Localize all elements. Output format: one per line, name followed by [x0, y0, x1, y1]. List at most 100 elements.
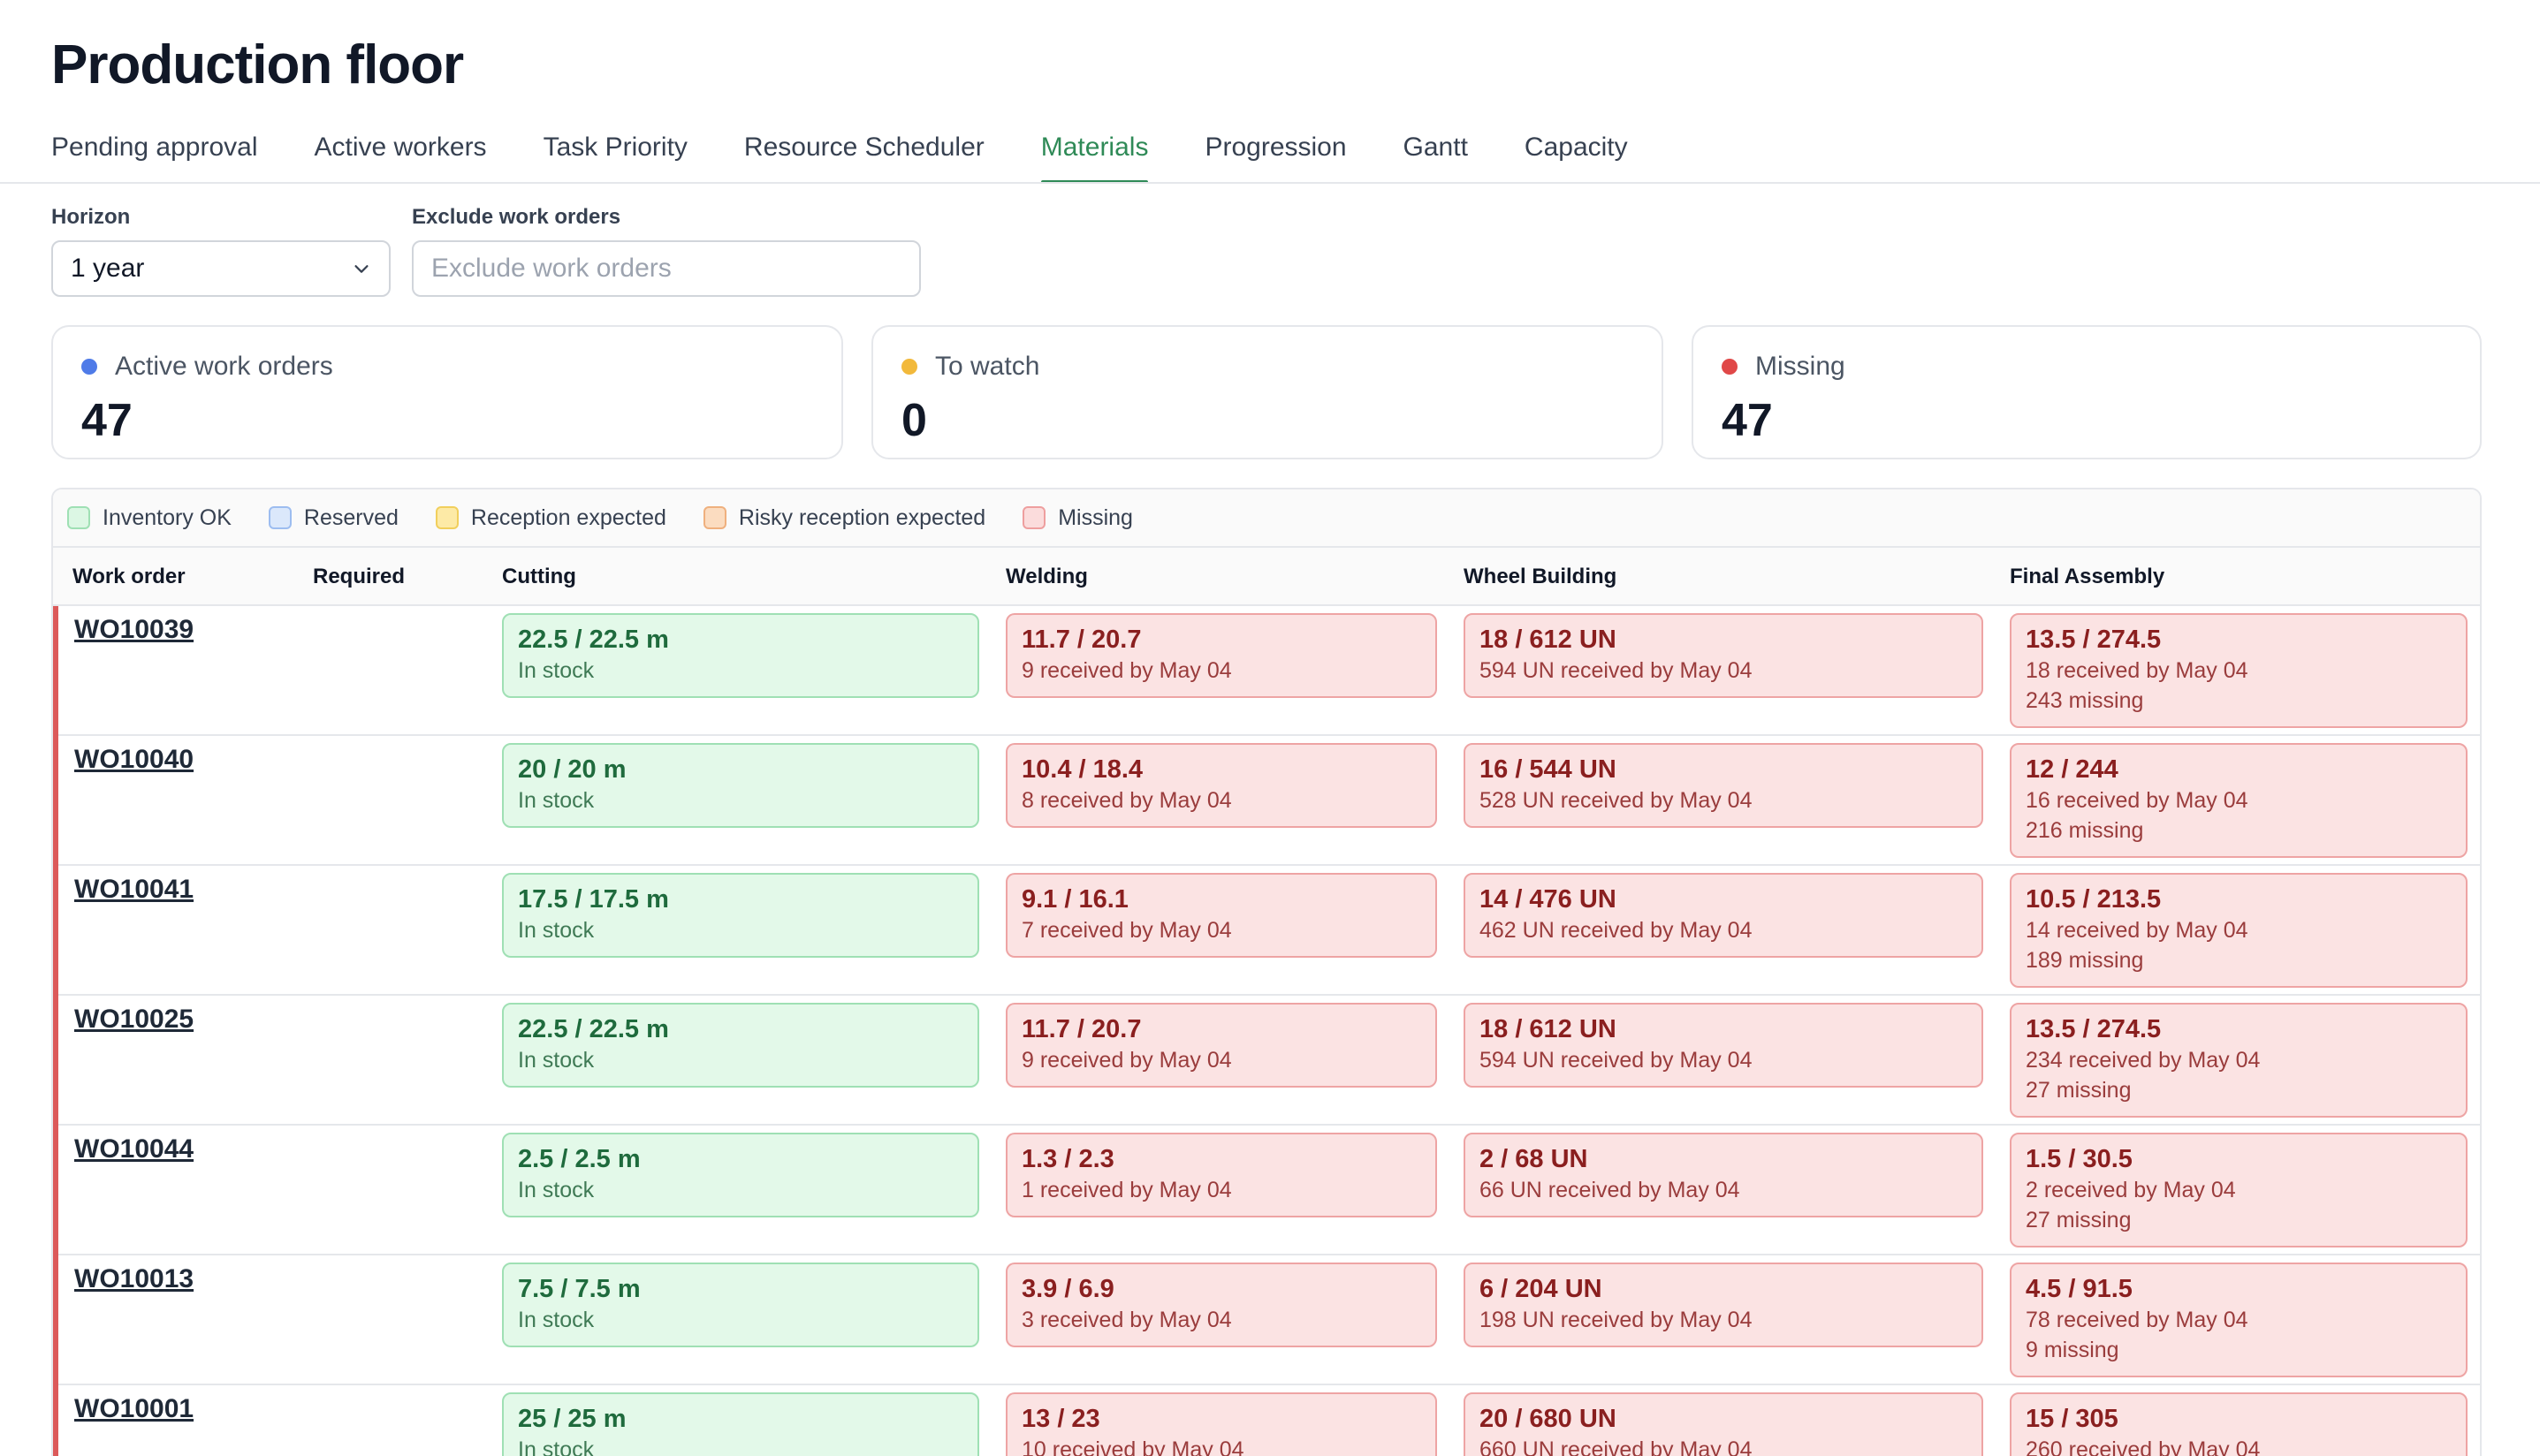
tab-bar-divider	[0, 182, 2540, 184]
stat-card-active-work-orders: Active work orders 47	[51, 325, 843, 459]
final-material-cell[interactable]: 13.5 / 274.5 18 received by May 04 243 mis…	[2010, 613, 2468, 728]
material-status-line: 14 received by May 04	[2026, 918, 2248, 943]
stat-header: Active work orders	[81, 352, 813, 382]
final-material-cell[interactable]: 15 / 305 260 received by May 04	[2010, 1392, 2468, 1456]
page-title: Production floor	[51, 34, 464, 95]
material-quantity: 11.7 / 20.7	[1022, 1015, 1142, 1043]
material-status-line: 234 received by May 04	[2026, 1048, 2261, 1073]
table-row: WO10039 22.5 / 22.5 m In stock 11.7 / 20.7 9…	[53, 606, 2480, 736]
work-order-link[interactable]: WO10039	[74, 615, 194, 644]
material-status-line: 198 UN received by May 04	[1479, 1308, 1753, 1332]
material-quantity: 1.3 / 2.3	[1022, 1145, 1114, 1173]
legend-swatch	[435, 506, 459, 529]
material-quantity: 14 / 476 UN	[1479, 885, 1616, 914]
welding-material-cell[interactable]: 11.7 / 20.7 9 received by May 04	[1006, 1003, 1437, 1088]
material-status-line: 189 missing	[2026, 948, 2144, 973]
material-quantity: 11.7 / 20.7	[1022, 626, 1142, 654]
material-status-line: 2 received by May 04	[2026, 1178, 2236, 1202]
material-quantity: 6 / 204 UN	[1479, 1275, 1602, 1303]
legend-label: Missing	[1058, 504, 1133, 530]
col-header-cutting[interactable]: Cutting	[502, 565, 576, 588]
work-order-link[interactable]: WO10044	[74, 1134, 194, 1164]
material-status-line: 260 received by May 04	[2026, 1437, 2261, 1456]
legend-label: Reserved	[303, 504, 399, 530]
welding-material-cell[interactable]: 1.3 / 2.3 1 received by May 04	[1006, 1133, 1437, 1217]
legend-item-risky-reception-expected: Risky reception expected	[703, 505, 985, 531]
table-header: Work order Required Cutting Welding Whee…	[53, 548, 2480, 606]
final-material-cell[interactable]: 10.5 / 213.5 14 received by May 04 189 mis…	[2010, 873, 2468, 988]
legend-swatch	[67, 506, 90, 529]
legend-item-inventory-ok: Inventory OK	[67, 505, 232, 531]
final-material-cell[interactable]: 13.5 / 274.5 234 received by May 04 27 mis…	[2010, 1003, 2468, 1118]
final-material-cell[interactable]: 4.5 / 91.5 78 received by May 04 9 missing	[2010, 1263, 2468, 1377]
tab-pending-approval[interactable]: Pending approval	[51, 133, 258, 162]
material-quantity: 10.5 / 213.5	[2026, 885, 2162, 914]
material-quantity: 10.4 / 18.4	[1022, 755, 1144, 784]
horizon-label: Horizon	[51, 205, 131, 229]
material-quantity: 18 / 612 UN	[1479, 1015, 1616, 1043]
work-order-link[interactable]: WO10040	[74, 745, 194, 774]
material-status-line: 16 received by May 04	[2026, 788, 2248, 813]
stat-label: To watch	[935, 352, 1040, 381]
material-status-line: 3 received by May 04	[1022, 1308, 1232, 1332]
work-order-link[interactable]: WO10013	[74, 1264, 194, 1293]
welding-material-cell[interactable]: 9.1 / 16.1 7 received by May 04	[1006, 873, 1437, 958]
cutting-material-cell[interactable]: 17.5 / 17.5 m In stock	[502, 873, 979, 958]
col-header-final-assembly[interactable]: Final Assembly	[2010, 565, 2165, 588]
material-quantity: 13 / 23	[1022, 1405, 1100, 1433]
material-quantity: 13.5 / 274.5	[2026, 626, 2162, 654]
material-status-line: 78 received by May 04	[2026, 1308, 2248, 1332]
tab-active-workers[interactable]: Active workers	[314, 133, 487, 162]
work-order-link[interactable]: WO10001	[74, 1394, 194, 1423]
welding-material-cell[interactable]: 13 / 23 10 received by May 04	[1006, 1392, 1437, 1456]
stat-value: 0	[901, 395, 927, 446]
cutting-material-cell[interactable]: 22.5 / 22.5 m In stock	[502, 1003, 979, 1088]
material-quantity: 22.5 / 22.5 m	[518, 626, 669, 654]
final-material-cell[interactable]: 12 / 244 16 received by May 04 216 missing	[2010, 743, 2468, 858]
wheel-material-cell[interactable]: 14 / 476 UN 462 UN received by May 04	[1464, 873, 1983, 958]
welding-material-cell[interactable]: 10.4 / 18.4 8 received by May 04	[1006, 743, 1437, 828]
tab-progression[interactable]: Progression	[1205, 133, 1347, 162]
cutting-material-cell[interactable]: 22.5 / 22.5 m In stock	[502, 613, 979, 698]
material-status-line: 216 missing	[2026, 818, 2144, 843]
wheel-material-cell[interactable]: 16 / 544 UN 528 UN received by May 04	[1464, 743, 1983, 828]
col-header-welding[interactable]: Welding	[1006, 565, 1088, 588]
cutting-material-cell[interactable]: 2.5 / 2.5 m In stock	[502, 1133, 979, 1217]
tab-resource-scheduler[interactable]: Resource Scheduler	[743, 133, 985, 162]
tab-materials[interactable]: Materials	[1040, 125, 1148, 184]
stat-value: 47	[81, 395, 133, 446]
exclude-work-orders-input[interactable]	[412, 240, 921, 297]
status-dot-icon	[81, 359, 97, 375]
welding-material-cell[interactable]: 3.9 / 6.9 3 received by May 04	[1006, 1263, 1437, 1347]
wheel-material-cell[interactable]: 2 / 68 UN 66 UN received by May 04	[1464, 1133, 1983, 1217]
horizon-select[interactable]: 1 year	[51, 240, 391, 297]
material-status-line: 18 received by May 04	[2026, 658, 2248, 683]
missing-status-bar	[53, 1385, 58, 1456]
work-order-link[interactable]: WO10041	[74, 875, 194, 904]
wheel-material-cell[interactable]: 6 / 204 UN 198 UN received by May 04	[1464, 1263, 1983, 1347]
material-quantity: 15 / 305	[2026, 1405, 2118, 1433]
wheel-material-cell[interactable]: 18 / 612 UN 594 UN received by May 04	[1464, 613, 1983, 698]
stat-card-to-watch: To watch 0	[871, 325, 1663, 459]
welding-material-cell[interactable]: 11.7 / 20.7 9 received by May 04	[1006, 613, 1437, 698]
wheel-material-cell[interactable]: 18 / 612 UN 594 UN received by May 04	[1464, 1003, 1983, 1088]
col-header-required[interactable]: Required	[313, 565, 406, 588]
material-status-line: 9 missing	[2026, 1338, 2119, 1362]
col-header-wheel-building[interactable]: Wheel Building	[1464, 565, 1617, 588]
final-material-cell[interactable]: 1.5 / 30.5 2 received by May 04 27 missing	[2010, 1133, 2468, 1247]
cutting-material-cell[interactable]: 25 / 25 m In stock	[502, 1392, 979, 1456]
tab-gantt[interactable]: Gantt	[1403, 133, 1468, 162]
table-row: WO10025 22.5 / 22.5 m In stock 11.7 / 20.7 9…	[53, 996, 2480, 1126]
work-order-link[interactable]: WO10025	[74, 1005, 194, 1034]
tab-capacity[interactable]: Capacity	[1524, 133, 1628, 162]
wheel-material-cell[interactable]: 20 / 680 UN 660 UN received by May 04	[1464, 1392, 1983, 1456]
material-status-line: 528 UN received by May 04	[1479, 788, 1753, 813]
missing-status-bar	[53, 736, 58, 866]
tab-task-priority[interactable]: Task Priority	[543, 133, 688, 162]
missing-status-bar	[53, 866, 58, 996]
cutting-material-cell[interactable]: 20 / 20 m In stock	[502, 743, 979, 828]
legend-item-reception-expected: Reception expected	[435, 505, 666, 531]
col-header-work-order[interactable]: Work order	[72, 565, 186, 588]
material-status-line: In stock	[518, 1048, 595, 1073]
cutting-material-cell[interactable]: 7.5 / 7.5 m In stock	[502, 1263, 979, 1347]
